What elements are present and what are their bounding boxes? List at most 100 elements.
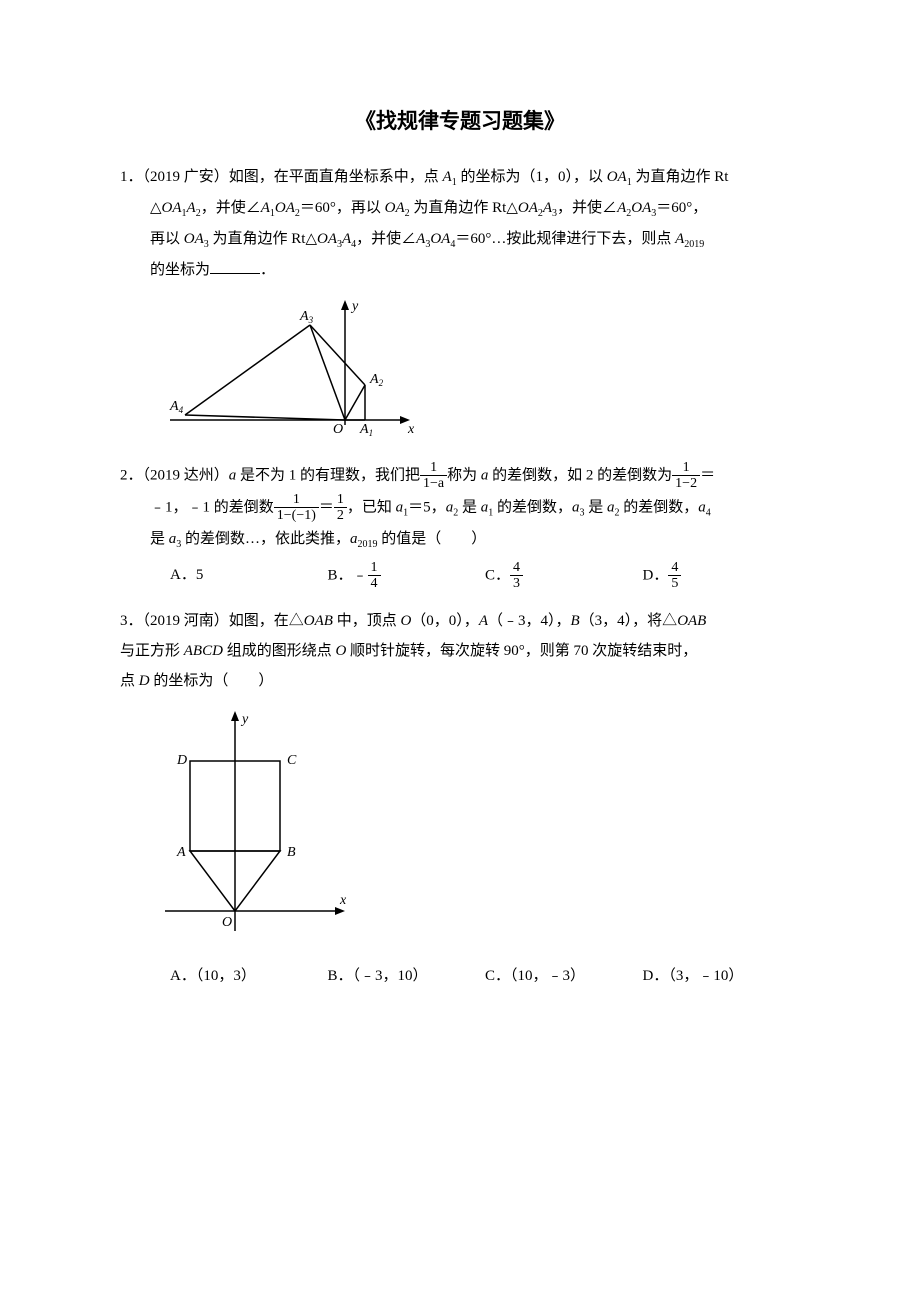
svg-text:A: A (176, 845, 186, 860)
q2-text: 是 (150, 531, 169, 547)
option-d[interactable]: D．（3，﹣10） (643, 961, 801, 991)
q1-text: ． (260, 262, 275, 278)
fraction: 11−a (420, 460, 447, 492)
q3-text: （﹣3，4）， (488, 613, 571, 629)
option-a[interactable]: A．（10，3） (170, 961, 328, 991)
option-c[interactable]: C．（10，﹣3） (485, 961, 643, 991)
q1-var: OA (275, 200, 295, 216)
q1-var: OA (430, 231, 450, 247)
q2-options: A．5 B．﹣14 C．43 D．45 (120, 560, 800, 592)
q3-text: 中，顶点 (333, 613, 401, 629)
q3-text: 与正方形 (120, 643, 184, 659)
q3-text: （0，0）， (411, 613, 479, 629)
question-2: 2．（2019 达州） a 是不为 1 的有理数，我们把11−a称为 a 的差倒数… (120, 460, 800, 591)
q1-var: A (443, 169, 452, 185)
q1-var: A (675, 231, 684, 247)
q2-text: 是不为 1 的有理数，我们把 (236, 467, 420, 483)
q1-var: OA (184, 231, 204, 247)
q3-text: 点 (120, 673, 139, 689)
svg-text:A1: A1 (359, 422, 373, 438)
q2-text: 的值是（ ） (378, 531, 487, 547)
q3-var: A (479, 613, 488, 629)
svg-text:B: B (287, 845, 296, 860)
q2-text: ＝5， (408, 499, 446, 515)
q1-text: 的坐标为 (150, 262, 210, 278)
q2-var: a (698, 499, 706, 515)
svg-text:x: x (407, 422, 415, 437)
option-a[interactable]: A．5 (170, 560, 328, 592)
q1-text: 的坐标为（1，0），以 (457, 169, 607, 185)
q1-text: ，并使∠ (356, 231, 416, 247)
option-d[interactable]: D．45 (643, 560, 801, 592)
question-1: 1．（2019 广安）如图，在平面直角坐标系中，点 A1 的坐标为（1，0），以… (120, 162, 800, 445)
q3-text: （3，4），将△ (580, 613, 678, 629)
q3-figure: y x O A B C D (160, 706, 800, 946)
q3-var: OAB (677, 613, 706, 629)
page-title: 《找规律专题习题集》 (120, 100, 800, 142)
q3-text: 3．（2019 河南）如图，在△ (120, 613, 304, 629)
q2-text: 的差倒数， (619, 499, 698, 515)
svg-text:A3: A3 (299, 309, 314, 325)
q1-text: ＝60°…按此规律进行下去，则点 (455, 231, 675, 247)
q2-text: 称为 (447, 467, 481, 483)
q2-text: 的差倒数，如 2 的差倒数为 (488, 467, 672, 483)
svg-text:C: C (287, 753, 297, 768)
q1-var: OA (518, 200, 538, 216)
fraction: 11−(−1) (274, 492, 319, 524)
q2-text: ﹣1，﹣1 的差倒数 (150, 499, 274, 515)
q2-text: 是 (584, 499, 607, 515)
q3-text: 顺时针旋转，每次旋转 90°，则第 70 次旋转结束时， (346, 643, 697, 659)
q1-text: △ (150, 200, 162, 216)
q1-text: 为直角边作 Rt△ (410, 200, 518, 216)
fraction: 12 (334, 492, 347, 524)
q2-text: 是 (458, 499, 481, 515)
q3-var: ABCD (184, 643, 223, 659)
q2-var: a (350, 531, 358, 547)
svg-text:A2: A2 (369, 372, 384, 388)
q2-text: 的差倒数…，依此类推， (181, 531, 350, 547)
q2-sub: 4 (706, 507, 711, 518)
question-3: 3．（2019 河南）如图，在△OAB 中，顶点 O（0，0），A（﹣3，4），… (120, 606, 800, 991)
option-c[interactable]: C．43 (485, 560, 643, 592)
q2-text: ，已知 (347, 499, 396, 515)
q1-text: ＝60°， (656, 200, 707, 216)
q1-var: OA (631, 200, 651, 216)
q1-var: OA (607, 169, 627, 185)
q1-var: A (261, 200, 270, 216)
q2-text: ＝ (319, 499, 334, 515)
q1-text: 为直角边作 Rt△ (209, 231, 317, 247)
q2-sub: 2019 (358, 539, 378, 550)
blank-fill[interactable] (210, 259, 260, 274)
fraction: 11−2 (672, 460, 700, 492)
q1-var: A (187, 200, 196, 216)
q1-text: ，并使∠ (201, 200, 261, 216)
q3-var: O (400, 613, 411, 629)
q3-text: 组成的图形绕点 (223, 643, 336, 659)
q1-text: 再以 (150, 231, 184, 247)
q1-text: ，并使∠ (557, 200, 617, 216)
q1-var: A (342, 231, 351, 247)
q2-text: 2．（2019 达州） (120, 467, 229, 483)
option-b[interactable]: B．﹣14 (328, 560, 486, 592)
q1-text: 1．（2019 广安）如图，在平面直角坐标系中，点 (120, 169, 443, 185)
option-b[interactable]: B．（﹣3，10） (328, 961, 486, 991)
q3-options: A．（10，3） B．（﹣3，10） C．（10，﹣3） D．（3，﹣10） (120, 961, 800, 991)
q3-var: B (571, 613, 580, 629)
svg-text:y: y (350, 299, 359, 314)
q2-text: 的差倒数， (493, 499, 572, 515)
q1-text: 为直角边作 Rt (632, 169, 729, 185)
q1-var: OA (385, 200, 405, 216)
q3-text: 的坐标为（ ） (150, 673, 274, 689)
q3-var: D (139, 673, 150, 689)
q1-var: A (416, 231, 425, 247)
svg-text:A4: A4 (169, 399, 184, 415)
q1-text: ＝60°，再以 (300, 200, 385, 216)
q1-sub: 2019 (684, 239, 704, 250)
svg-text:y: y (240, 712, 249, 727)
q1-var: A (543, 200, 552, 216)
q1-figure: y x O A1 A2 A3 A4 (160, 295, 800, 445)
q3-var: O (335, 643, 346, 659)
q1-var: OA (162, 200, 182, 216)
svg-text:O: O (333, 422, 343, 437)
q3-var: OAB (304, 613, 333, 629)
